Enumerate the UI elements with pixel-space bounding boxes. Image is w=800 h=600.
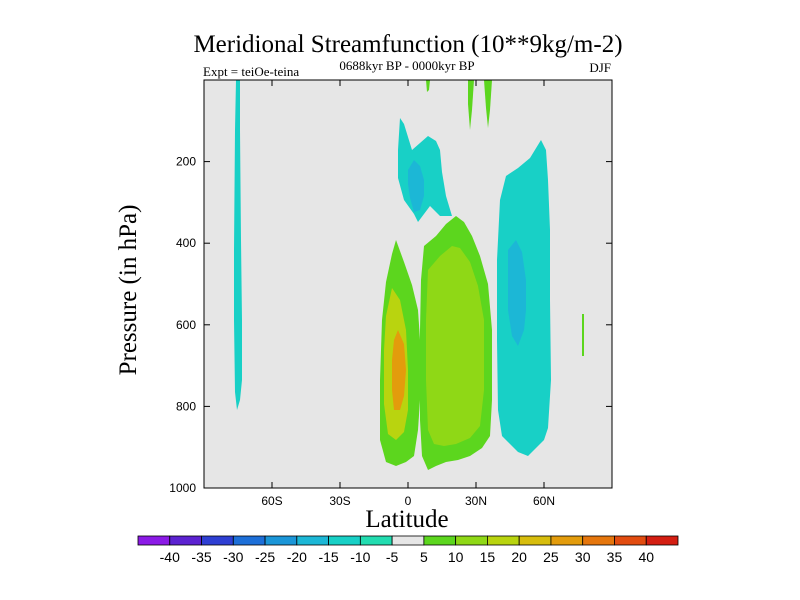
colorbar-label: 25 <box>543 549 559 565</box>
colorbar-swatch <box>328 535 361 546</box>
x-tick-label: 60N <box>533 494 555 508</box>
colorbar-swatch <box>232 535 266 546</box>
colorbar-swatch <box>582 535 615 546</box>
colorbar-swatch <box>550 535 584 546</box>
colorbar-swatch <box>423 535 457 546</box>
y-axis-ticks: 200 400 600 800 1000 <box>169 155 612 495</box>
colorbar-swatch <box>391 535 425 546</box>
contour-nh-upper-positive-streak-a <box>426 80 430 92</box>
x-axis-ticks: 60S 30S 0 30N 60N <box>261 80 555 508</box>
colorbar-label: -15 <box>318 549 338 565</box>
colorbar-swatch <box>487 535 520 546</box>
colorbar-swatch <box>201 535 234 546</box>
colorbar-label: 15 <box>480 549 496 565</box>
colorbar-swatch <box>645 535 679 546</box>
x-tick-label: 0 <box>405 494 412 508</box>
colorbar-label: -25 <box>255 549 275 565</box>
colorbar: -40 -35 -30 -25 -20 -15 -10 -5 5 10 15 20 25 30 35 40 <box>137 535 679 565</box>
y-tick-label: 600 <box>176 318 196 332</box>
y-tick-label: 1000 <box>169 481 196 495</box>
season-label: DJF <box>589 60 611 75</box>
colorbar-label: 5 <box>420 549 428 565</box>
colorbar-label: -30 <box>223 549 243 565</box>
y-axis-label: Pressure (in hPa) <box>115 205 142 376</box>
x-axis-label: Latitude <box>365 506 448 533</box>
colorbar-label: 40 <box>638 549 654 565</box>
x-tick-label: 30N <box>465 494 487 508</box>
y-tick-label: 200 <box>176 155 196 169</box>
contour-nh-high-lat-positive-sliver <box>582 314 584 356</box>
colorbar-label: 30 <box>575 549 591 565</box>
colorbar-label: -20 <box>287 549 307 565</box>
x-tick-label: 30S <box>329 494 350 508</box>
colorbar-swatch <box>264 535 298 546</box>
contour-nh-tropical-positive-inner <box>426 246 484 446</box>
contour-nh-upper-positive-streak-b <box>468 80 474 130</box>
colorbar-swatch <box>455 535 488 546</box>
colorbar-label: -40 <box>160 549 180 565</box>
contour-sh-tropical-positive-core <box>392 330 406 410</box>
y-tick-label: 800 <box>176 399 196 413</box>
colorbar-label: -5 <box>386 549 399 565</box>
experiment-label: Expt = teiOe-teina <box>203 64 299 79</box>
x-tick-label: 60S <box>261 494 282 508</box>
colorbar-label: -10 <box>350 549 370 565</box>
colorbar-label: 35 <box>607 549 623 565</box>
colorbar-swatch <box>518 535 552 546</box>
period-label: 0688kyr BP - 0000kyr BP <box>339 58 474 73</box>
contour-nh-upper-positive-streak-c <box>484 80 492 128</box>
colorbar-swatch <box>359 535 393 546</box>
contour-sh-high-lat-negative-tongue <box>234 80 242 410</box>
contour-tropical-upper-negative-core <box>408 160 424 212</box>
contour-nh-midlat-negative-core <box>508 240 526 346</box>
colorbar-swatch <box>614 535 647 546</box>
colorbar-swatch <box>137 535 171 546</box>
y-tick-label: 400 <box>176 236 196 250</box>
colorbar-label: 10 <box>448 549 464 565</box>
colorbar-label: -35 <box>191 549 211 565</box>
contour-layer <box>234 80 584 470</box>
colorbar-swatch <box>169 535 202 546</box>
colorbar-label: 20 <box>511 549 527 565</box>
chart-title: Meridional Streamfunction (10**9kg/m-2) <box>193 31 622 58</box>
colorbar-swatch <box>296 535 329 546</box>
